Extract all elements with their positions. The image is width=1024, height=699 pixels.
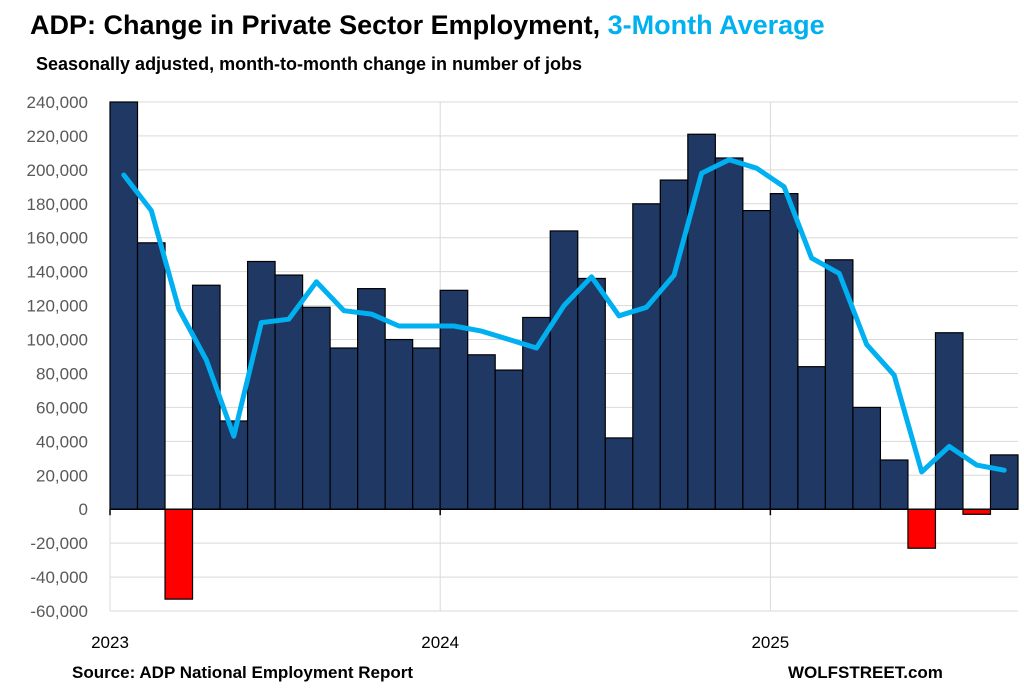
y-tick-label: 140,000: [27, 263, 88, 282]
y-tick-label: 220,000: [27, 127, 88, 146]
bar-2024-09: [659, 179, 689, 510]
x-year-label: 2023: [91, 633, 129, 652]
y-tick-label: 100,000: [27, 331, 88, 350]
bar-2023-10: [357, 288, 386, 510]
y-tick-label: 160,000: [27, 229, 88, 248]
y-tick-label: 240,000: [27, 93, 88, 112]
bar-2025-02: [797, 366, 826, 510]
bar-2024-05: [549, 230, 579, 510]
bar-2023-09: [329, 347, 359, 510]
y-tick-label: 40,000: [36, 432, 88, 451]
title-accent: 3-Month Average: [607, 10, 825, 40]
chart-subtitle: Seasonally adjusted, month-to-month chan…: [36, 54, 583, 74]
y-tick-label: -20,000: [30, 534, 88, 553]
y-tick-label: 0: [79, 500, 88, 519]
bar-2025-04: [852, 406, 882, 510]
bar-2024-02: [467, 354, 496, 510]
bar-2024-08: [632, 203, 661, 510]
bar-2023-06: [246, 260, 276, 510]
bar-2023-02: [136, 242, 166, 510]
chart-title: ADP: Change in Private Sector Employment…: [30, 10, 825, 41]
bar-2023-11: [384, 338, 414, 510]
bar-2024-07: [604, 437, 634, 510]
bar-2025-09: [989, 454, 1019, 510]
y-tick-label: 120,000: [27, 297, 88, 316]
bar-2025-01: [769, 193, 799, 510]
y-tick-label: 80,000: [36, 364, 88, 383]
source-note: Source: ADP National Employment Report: [72, 663, 413, 682]
bar-2024-10: [687, 133, 716, 510]
bar-2025-07: [934, 332, 964, 510]
bar-2024-03: [494, 369, 524, 510]
bar-2023-01: [109, 101, 139, 510]
bar-2025-06: [907, 508, 937, 549]
y-tick-label: 60,000: [36, 398, 88, 417]
y-tick-label: -40,000: [30, 568, 88, 587]
x-year-label: 2025: [751, 633, 789, 652]
bar-2023-04: [191, 284, 221, 510]
y-tick-label: 200,000: [27, 161, 88, 180]
bar-2024-12: [742, 209, 771, 510]
y-tick-label: 20,000: [36, 466, 88, 485]
x-year-label: 2024: [421, 633, 459, 652]
bar-2023-12: [412, 347, 441, 510]
bar-2025-05: [879, 459, 909, 510]
brand-label: WOLFSTREET.com: [788, 663, 943, 682]
bar-2025-08: [962, 508, 992, 515]
bar-2024-01: [439, 289, 469, 510]
bar-2023-03: [164, 508, 194, 600]
bar-2023-07: [274, 274, 304, 510]
title-main: ADP: Change in Private Sector Employment…: [30, 10, 601, 40]
y-tick-label: 180,000: [27, 195, 88, 214]
bar-2024-06: [577, 277, 606, 510]
y-tick-label: -60,000: [30, 602, 88, 621]
bar-2024-11: [714, 157, 744, 510]
bar-2023-08: [302, 306, 331, 510]
